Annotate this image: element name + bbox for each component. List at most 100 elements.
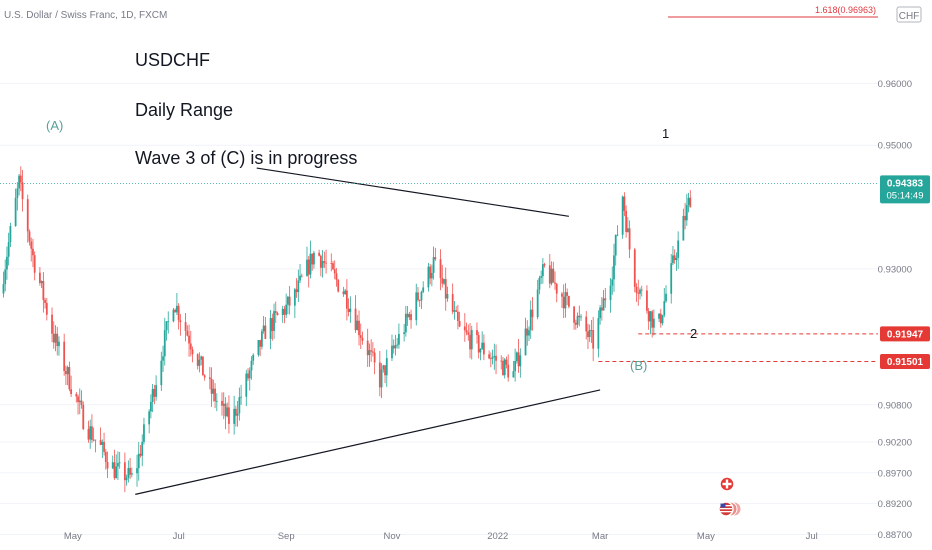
candle-body [45,303,48,315]
swiss-flag-icon[interactable] [719,476,735,492]
candle-body [592,330,595,349]
candle-body [347,308,350,313]
candle-body [637,292,640,294]
candle-body [247,373,249,379]
candle-body [148,411,151,425]
candle-body [276,313,279,315]
time-axis-label: Mar [592,531,608,542]
candle-body [337,279,340,292]
candle-body [613,255,615,280]
candle-body [54,333,57,343]
candle-body [99,439,102,445]
candle-body [306,259,308,276]
candle-body [260,331,263,347]
candle-body [273,311,275,331]
candle-body [176,305,178,313]
candle-body [658,313,660,319]
candle-body [42,281,45,301]
candle-body [4,269,7,285]
candle-body [488,354,491,359]
candle-body [125,477,128,481]
candle-body [82,404,85,430]
time-axis[interactable]: May Jul Sep Nov 2022 Mar May Jul [64,531,818,542]
candle-body [136,468,138,474]
candle-body [149,401,152,412]
candle-body [332,263,334,270]
candle-body [661,315,664,324]
candle-body [609,285,612,301]
candle-body [78,400,81,403]
candle-body [89,426,92,440]
candle-body [70,389,73,394]
candle-body [56,333,59,347]
candle-body [248,370,251,379]
candle-body [210,379,213,394]
candle-body [467,332,470,335]
candle-body [7,242,10,257]
time-axis-label: May [64,531,82,542]
candle-body [344,290,347,295]
candle-body [226,407,229,417]
candle-body [670,263,673,294]
candle-body [495,355,497,361]
candle-body [123,462,126,481]
candle-body [143,424,145,442]
candle-body [614,235,617,256]
candle-body [465,330,468,333]
candle-body [456,311,459,322]
candle-body [137,453,140,469]
candle-body [177,305,180,321]
candle-body [517,352,520,367]
candle-body [519,355,522,367]
candle-body [330,263,333,264]
candle-body [65,371,67,375]
candle-body [564,292,567,309]
candle-body [359,335,362,338]
candle-body [626,228,629,232]
candle-body [240,396,242,398]
price-tick-label: 0.88700 [878,530,912,541]
candle-body [153,388,156,397]
candle-body [602,298,605,311]
candle-body [406,313,409,318]
level-badge-lower: 0.91501 [880,353,930,369]
candle-body [590,330,593,331]
candle-body [561,293,563,297]
candle-body [628,228,631,250]
candle-body [552,268,555,283]
candle-body [479,348,482,353]
candle-body [238,397,241,414]
candle-body [167,321,170,323]
trendline[interactable] [256,167,569,217]
candle-body [38,272,41,284]
candle-body [580,316,582,318]
candle-body [155,385,157,397]
trendline[interactable] [135,389,601,495]
candle-body [567,295,570,307]
candle-body [26,199,29,232]
candle-body [515,352,518,362]
candle-body [385,358,388,376]
candle-body [349,308,352,313]
candle-body [394,345,397,349]
candle-body [87,429,90,440]
price-scale[interactable]: 0.96000 0.95000 0.93000 0.90800 0.90200 0.897… [878,79,930,541]
candle-body [514,361,517,372]
candle-body [422,287,425,292]
price-tick-label: 0.90800 [878,400,912,411]
wave-label-a: (A) [46,118,63,133]
candle-body [600,307,603,311]
candle-body [75,393,78,397]
candle-body [52,333,55,343]
candle-body [311,253,314,265]
candle-body [111,462,114,469]
candle-body [647,310,650,322]
candle-body [621,196,624,235]
candle-body [541,264,544,277]
currency-badge[interactable] [896,6,922,23]
candle-body [32,248,34,256]
us-flag-icon[interactable] [718,501,742,517]
candle-body [325,262,327,264]
